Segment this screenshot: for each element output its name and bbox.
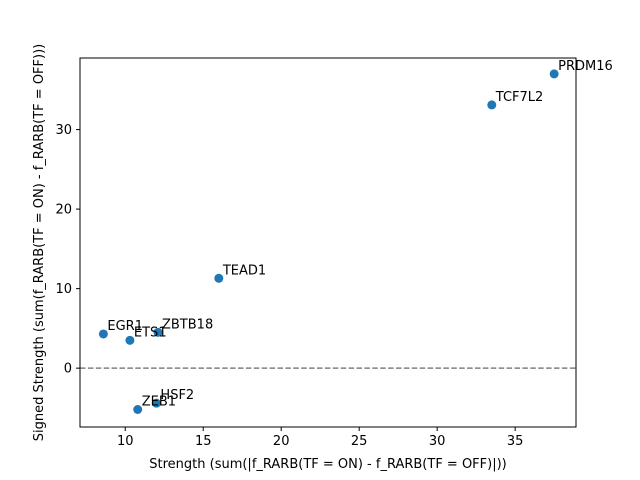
x-tick-label: 30 bbox=[429, 434, 446, 449]
y-tick-label: 10 bbox=[55, 282, 72, 297]
point-label-tead1: TEAD1 bbox=[222, 263, 266, 278]
data-point-tcf7l2 bbox=[487, 100, 497, 110]
point-label-egr1: EGR1 bbox=[107, 319, 143, 334]
data-point-ets1 bbox=[125, 335, 135, 345]
axes-frame bbox=[79, 57, 577, 428]
x-tick-label: 10 bbox=[117, 434, 134, 449]
x-tick-label: 20 bbox=[273, 434, 290, 449]
y-tick-label: 0 bbox=[64, 362, 72, 377]
point-label-ets1: ETS1 bbox=[134, 325, 167, 340]
y-axis-title: Signed Strength (sum(f_RARB(TF = ON) - f… bbox=[32, 44, 47, 441]
point-label-zbtb18: ZBTB18 bbox=[162, 317, 213, 332]
data-point-prdm16 bbox=[549, 69, 559, 79]
point-label-zeb1: ZEB1 bbox=[142, 395, 176, 410]
data-point-hsf2 bbox=[151, 398, 161, 408]
x-tick-label: 25 bbox=[351, 434, 368, 449]
point-label-hsf2: HSF2 bbox=[160, 388, 194, 403]
x-tick-label: 35 bbox=[507, 434, 524, 449]
y-tick-label: 20 bbox=[55, 203, 72, 218]
data-point-tead1 bbox=[214, 273, 224, 283]
point-label-tcf7l2: TCF7L2 bbox=[495, 90, 544, 105]
data-point-egr1 bbox=[98, 329, 108, 339]
x-tick-label: 15 bbox=[195, 434, 212, 449]
data-point-zbtb18 bbox=[153, 327, 163, 337]
point-label-prdm16: PRDM16 bbox=[558, 59, 613, 74]
x-axis-title: Strength (sum(|f_RARB(TF = ON) - f_RARB(… bbox=[149, 457, 506, 472]
y-tick-label: 30 bbox=[55, 123, 72, 138]
data-point-zeb1 bbox=[133, 405, 143, 415]
